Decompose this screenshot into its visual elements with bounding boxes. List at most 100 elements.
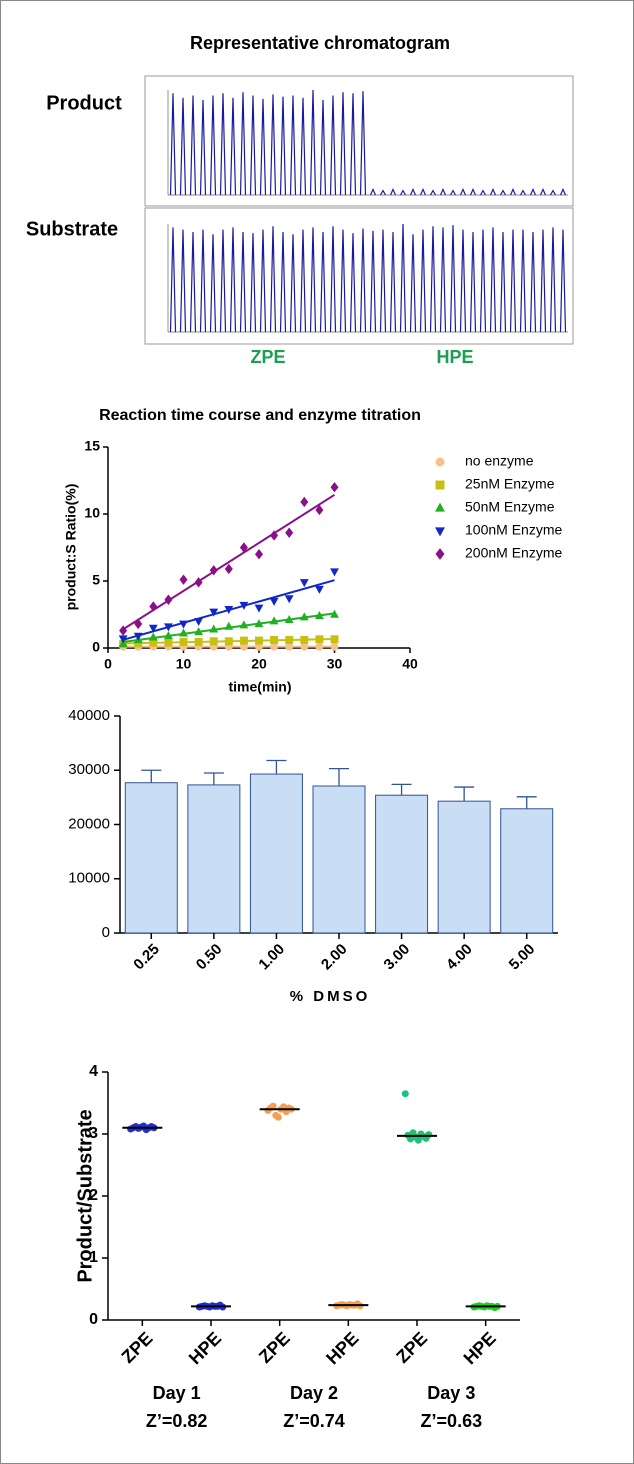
marker bbox=[194, 627, 203, 636]
y-tick-label: 4 bbox=[89, 1063, 98, 1080]
y-tick-label: 2 bbox=[89, 1187, 98, 1204]
peak bbox=[559, 188, 567, 196]
peak bbox=[479, 189, 487, 196]
marker bbox=[194, 637, 203, 646]
group-note: Z’=0.82 bbox=[146, 1411, 208, 1431]
marker bbox=[254, 604, 264, 613]
marker bbox=[300, 635, 309, 644]
peak bbox=[329, 226, 337, 333]
peak bbox=[459, 188, 467, 196]
marker bbox=[270, 635, 279, 644]
marker bbox=[119, 625, 128, 636]
marker bbox=[209, 624, 219, 633]
legend-label: 200nM Enzyme bbox=[465, 545, 562, 561]
peak bbox=[309, 89, 317, 196]
peak bbox=[299, 229, 307, 333]
marker bbox=[270, 642, 279, 651]
peak bbox=[419, 229, 427, 333]
marker bbox=[148, 632, 158, 641]
x-tick-label: 40 bbox=[402, 656, 418, 672]
marker bbox=[299, 579, 309, 588]
peak bbox=[219, 229, 227, 333]
marker bbox=[179, 628, 188, 637]
x-tick-label: 10 bbox=[176, 656, 192, 672]
peak bbox=[179, 229, 187, 333]
error-bar bbox=[329, 767, 349, 786]
peak bbox=[229, 97, 237, 196]
peak bbox=[379, 229, 387, 333]
marker bbox=[164, 631, 173, 640]
group-note: Z’=0.63 bbox=[421, 1411, 483, 1431]
peak bbox=[549, 189, 557, 196]
marker bbox=[270, 530, 279, 541]
marker bbox=[239, 601, 249, 610]
x-axis-label: time(min) bbox=[229, 679, 292, 695]
peak bbox=[259, 229, 267, 333]
peak bbox=[289, 95, 297, 196]
marker bbox=[330, 635, 339, 644]
marker bbox=[149, 601, 158, 612]
peak bbox=[409, 188, 417, 196]
legend-marker bbox=[435, 527, 445, 537]
marker bbox=[179, 574, 188, 585]
bar bbox=[437, 800, 491, 934]
x-tick-label: 30 bbox=[327, 656, 343, 672]
fit-line bbox=[122, 493, 336, 631]
marker bbox=[209, 637, 218, 646]
marker bbox=[269, 597, 279, 606]
marker bbox=[133, 632, 143, 641]
peak bbox=[449, 225, 457, 333]
marker bbox=[315, 642, 324, 651]
peak bbox=[339, 229, 347, 333]
peak bbox=[349, 93, 357, 196]
marker bbox=[148, 624, 158, 633]
peak bbox=[389, 188, 397, 196]
error-bar bbox=[203, 772, 224, 785]
data-point bbox=[425, 1131, 433, 1139]
marker bbox=[255, 642, 263, 651]
peak bbox=[509, 229, 517, 333]
region-label: ZPE bbox=[250, 347, 285, 367]
legend-marker bbox=[435, 480, 445, 490]
marker bbox=[255, 549, 263, 560]
legend-marker bbox=[435, 502, 445, 512]
peak bbox=[519, 189, 527, 196]
peak bbox=[289, 234, 297, 333]
marker bbox=[315, 611, 324, 620]
peak bbox=[319, 99, 327, 196]
y-tick-label: 5 bbox=[92, 572, 100, 588]
marker bbox=[330, 642, 339, 651]
marker bbox=[224, 563, 233, 575]
y-tick-label: 40000 bbox=[68, 707, 110, 724]
marker bbox=[315, 635, 324, 644]
trace-label: Substrate bbox=[26, 218, 118, 240]
peak bbox=[239, 231, 247, 333]
peak bbox=[249, 95, 257, 196]
marker bbox=[255, 636, 263, 645]
peak bbox=[399, 223, 407, 333]
peak bbox=[479, 229, 487, 333]
peak bbox=[309, 227, 317, 333]
peak bbox=[529, 188, 537, 196]
error-bar bbox=[516, 796, 537, 809]
data-point bbox=[401, 1090, 409, 1098]
peak bbox=[389, 231, 397, 333]
peak bbox=[169, 93, 177, 196]
data-point bbox=[269, 1102, 277, 1110]
peak bbox=[329, 95, 337, 196]
marker bbox=[179, 620, 188, 629]
y-tick-label: 10000 bbox=[68, 870, 110, 887]
y-tick-label: 20000 bbox=[68, 815, 110, 832]
peak bbox=[399, 189, 407, 196]
marker bbox=[239, 620, 249, 629]
peak bbox=[199, 229, 207, 333]
group-note: Z’=0.74 bbox=[283, 1411, 345, 1431]
marker bbox=[330, 609, 339, 618]
marker bbox=[194, 618, 203, 626]
peak bbox=[299, 97, 307, 196]
peak bbox=[539, 229, 547, 333]
y-tick-label: 10 bbox=[84, 505, 100, 521]
peak bbox=[369, 188, 377, 196]
peak bbox=[409, 234, 417, 333]
peak bbox=[349, 233, 357, 333]
